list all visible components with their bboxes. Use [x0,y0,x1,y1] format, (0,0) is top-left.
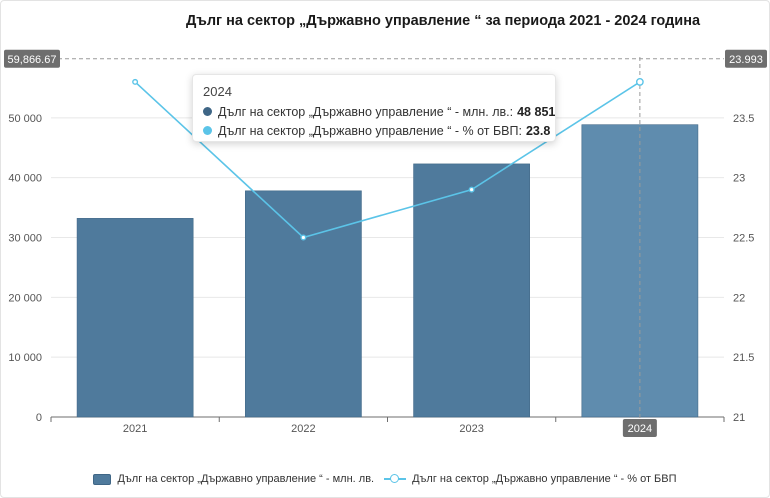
tooltip-dot-debt [203,107,212,116]
y-left-tick-label: 20 000 [8,292,42,304]
line-point-2023 [469,187,474,192]
tooltip-value-debt: 48 851 [517,105,555,119]
legend-item-gdp[interactable]: Дълг на сектор „Държавно управление “ - … [384,473,676,485]
legend-label-gdp: Дълг на сектор „Държавно управление “ - … [412,473,676,485]
y-right-tick-label: 21 [733,412,745,424]
tooltip-title: 2024 [203,84,545,99]
x-tick-label-2024: 2024 [628,423,652,435]
y-right-tick-label: 22 [733,292,745,304]
y-left-tick-label: 30 000 [8,233,42,245]
legend-swatch-bar [93,474,111,485]
y-right-tick-label: 22.5 [733,233,754,245]
tooltip-row-gdp: Дълг на сектор „Държавно управление “ - … [203,121,545,140]
bar-2021 [77,218,193,417]
line-point-2024 [637,79,643,85]
legend-swatch-line [384,473,406,485]
y-left-tick-label: 40 000 [8,173,42,185]
x-tick-label-2023: 2023 [459,423,483,435]
legend-label-debt: Дълг на сектор „Държавно управление “ - … [117,473,374,485]
tooltip-value-gdp: 23.8 [526,124,550,138]
tooltip: 2024 Дълг на сектор „Държавно управление… [192,74,556,142]
y-left-tick-label: 10 000 [8,352,42,364]
tooltip-label-gdp: Дълг на сектор „Държавно управление “ - … [218,124,522,138]
tooltip-label-debt: Дълг на сектор „Държавно управление “ - … [218,105,513,119]
x-tick-label-2022: 2022 [291,423,315,435]
y-right-tick-label: 21.5 [733,352,754,364]
tooltip-row-debt: Дълг на сектор „Държавно управление “ - … [203,102,545,121]
line-point-2022 [301,235,306,240]
crosshair-right-value: 23.993 [729,54,763,66]
y-right-tick-label: 23.5 [733,113,754,125]
y-right-tick-label: 23 [733,173,745,185]
y-left-tick-label: 0 [36,412,42,424]
y-left-tick-label: 50 000 [8,113,42,125]
crosshair-left-value: 59,866.67 [8,54,57,66]
bar-2022 [245,191,361,417]
line-point-2021 [133,80,138,85]
tooltip-dot-gdp [203,126,212,135]
legend-item-debt[interactable]: Дълг на сектор „Държавно управление “ - … [93,473,374,485]
x-tick-label-2021: 2021 [123,423,147,435]
chart-legend: Дълг на сектор „Държавно управление “ - … [0,470,770,488]
